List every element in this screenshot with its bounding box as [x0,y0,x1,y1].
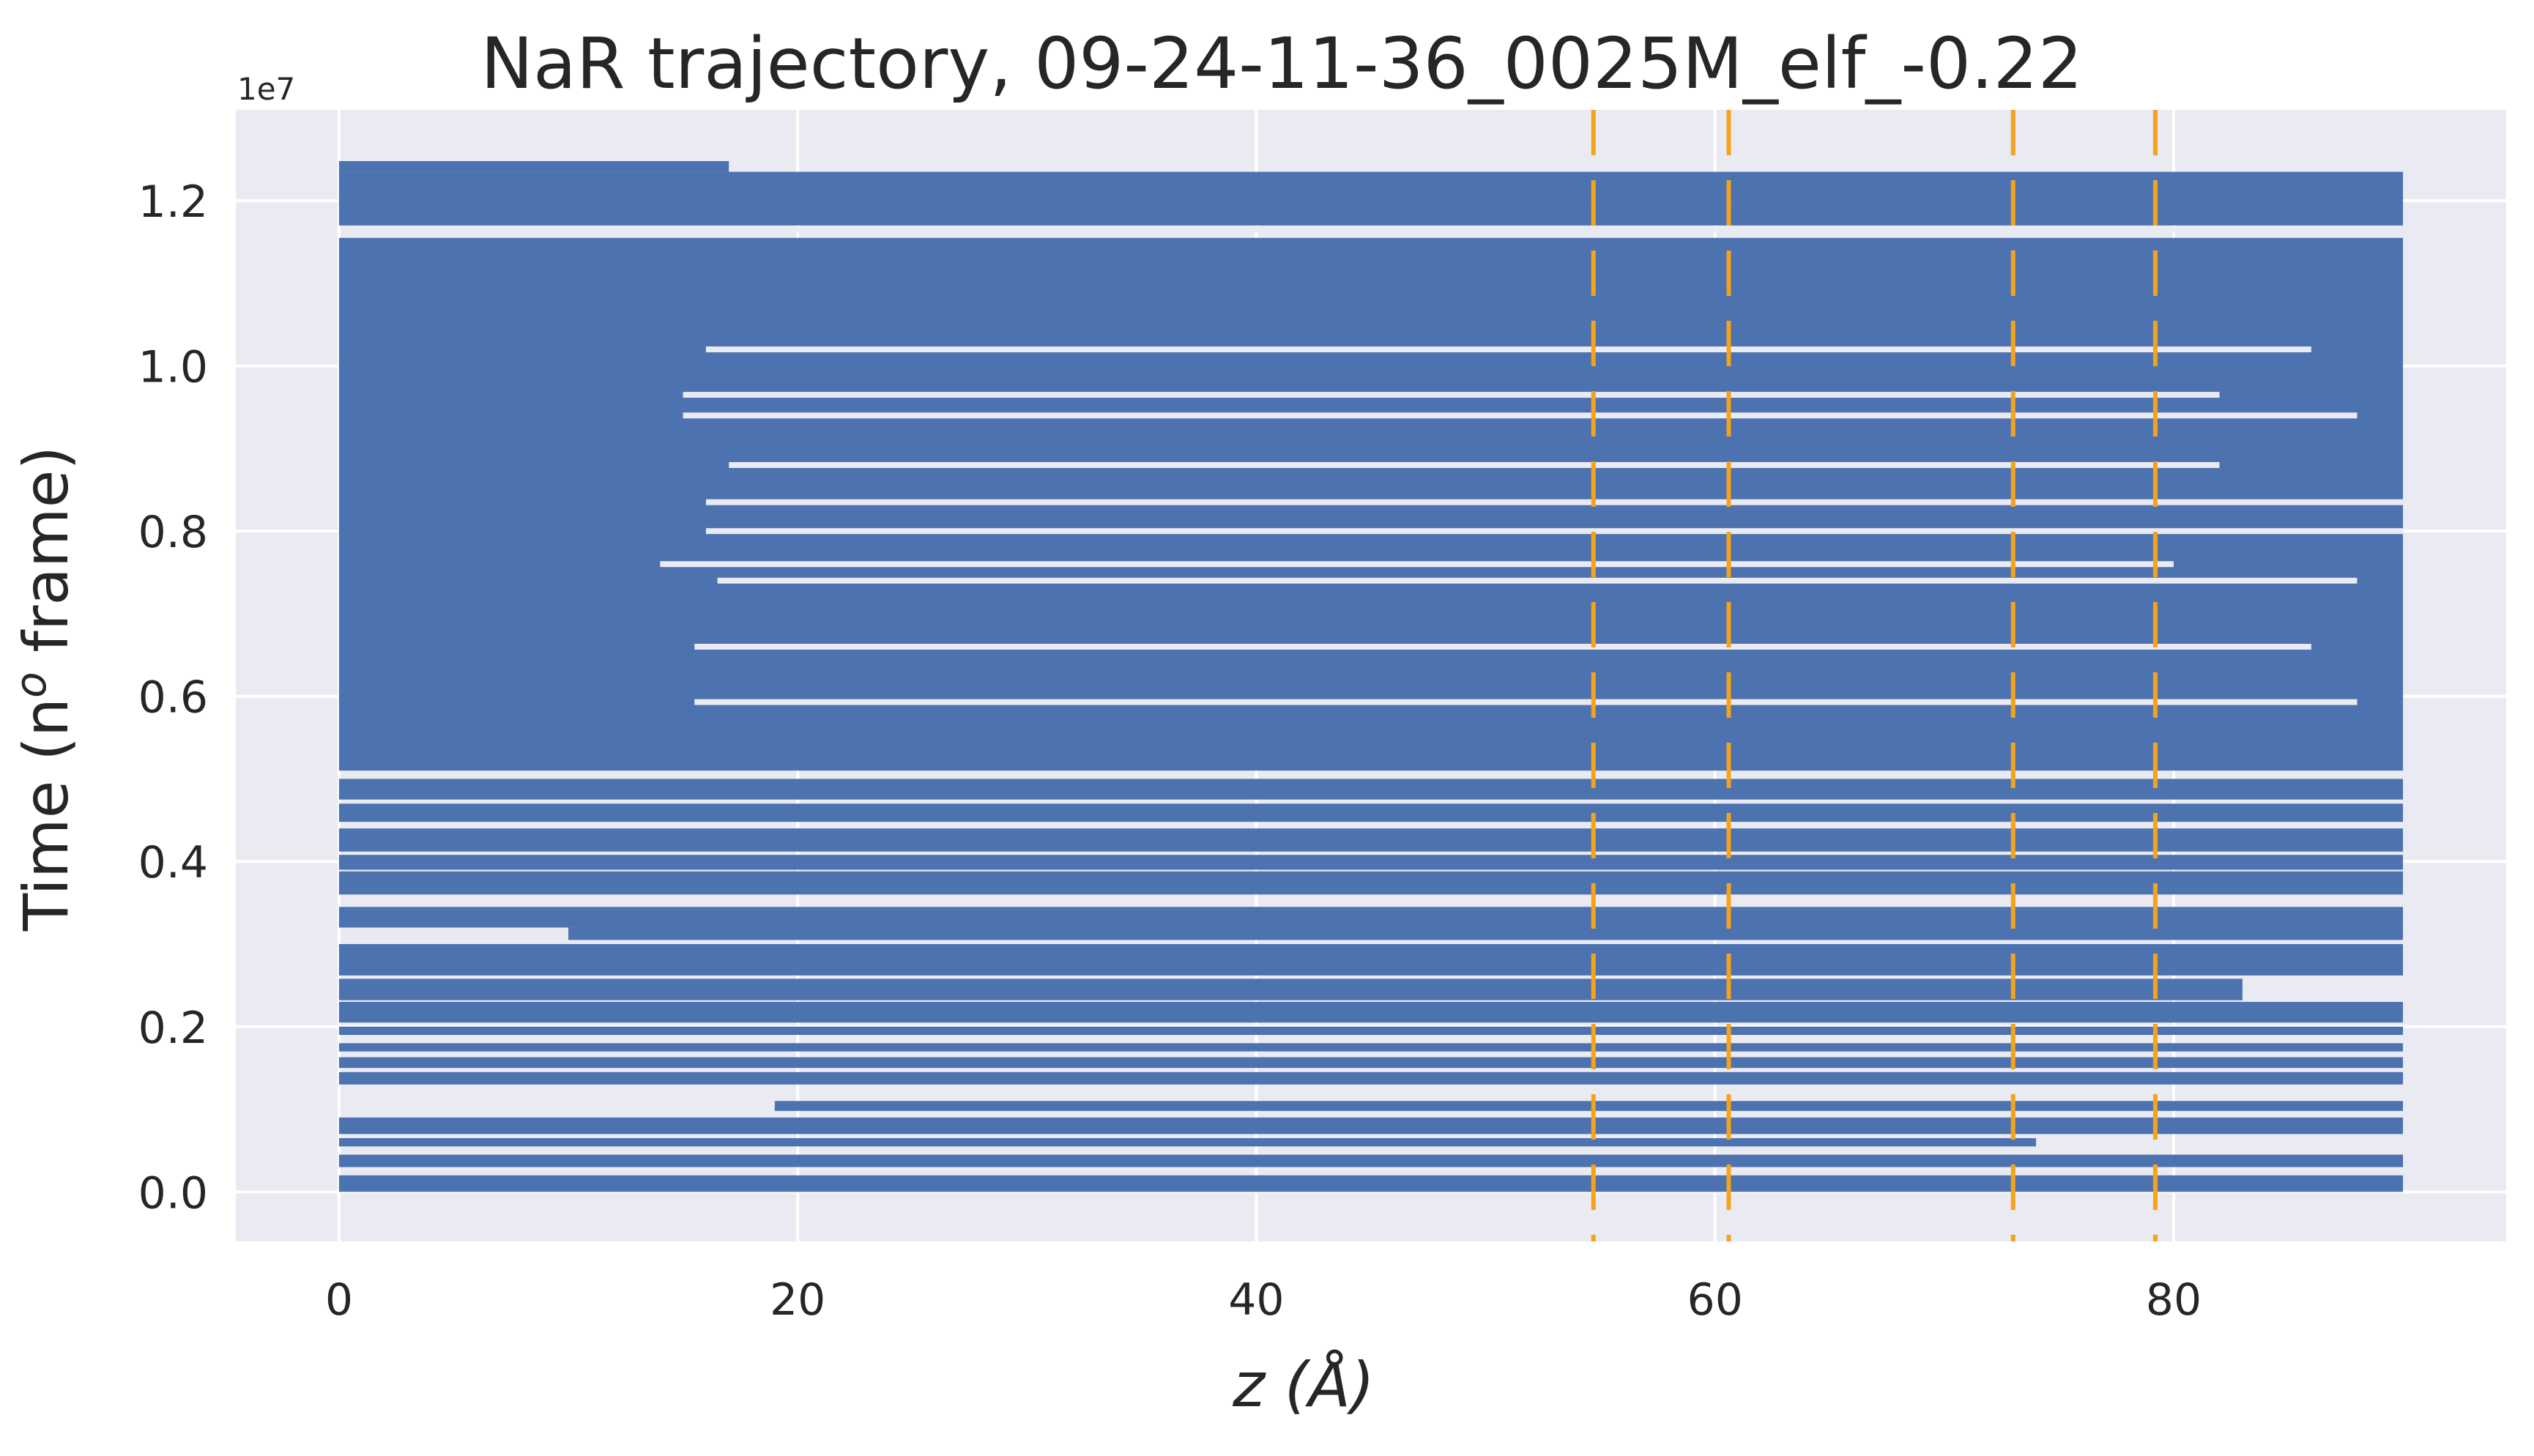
trajectory-band [338,160,729,172]
trajectory-band [338,1043,2404,1052]
trajectory-gap [694,699,2357,705]
trajectory-gap [717,577,2357,584]
trajectory-band [338,201,2404,226]
x-tick-label: 40 [1228,1274,1284,1326]
trajectory-band [338,1117,2404,1134]
trajectory-band [338,1154,2404,1167]
x-tick-label: 20 [770,1274,825,1326]
trajectory-band [338,1071,2404,1085]
trajectory-gap [694,644,2311,650]
trajectory-band [568,927,2404,940]
y-tick-label: 1.0 [138,342,208,393]
x-axis-ticks: 0 20 40 60 80 [325,1274,2202,1326]
trajectory-band [338,1057,2404,1069]
trajectory-gap [683,412,2357,419]
trajectory-band [338,779,2404,800]
x-axis-label: z (Å) [1232,1348,1375,1421]
trajectory-gap [683,392,2220,398]
y-axis-label-superscript: o [6,672,56,698]
x-tick-label: 60 [1687,1274,1743,1326]
trajectory-gap [705,226,2357,233]
y-tick-label: 0.8 [138,507,208,558]
trajectory-gap [705,346,2311,353]
y-tick-label: 0.0 [138,1167,208,1219]
y-axis-label: Time (no frame) [6,446,82,932]
trajectory-band [774,1101,2404,1111]
trajectory-band [338,171,2404,201]
x-tick-label: 0 [325,1274,353,1326]
trajectory-gap [705,528,2404,535]
trajectory-band [338,1001,2404,1023]
trajectory-band [338,871,2404,895]
trajectory-band [338,1138,2037,1147]
trajectory-band [338,1175,2404,1192]
reference-lines [1591,110,2158,1241]
chart-title: NaR trajectory, 09-24-11-36_0025M_elf_-0… [480,23,2083,105]
x-tick-label: 80 [2146,1274,2202,1326]
trajectory-gap [705,499,2404,505]
trajectory-band [338,828,2404,852]
trajectory-band [338,907,2404,928]
y-axis-label-tail: frame) [10,446,82,672]
y-axis-ticks: 0.0 0.2 0.4 0.6 0.8 1.0 1.2 [138,177,208,1219]
y-tick-label: 0.2 [138,1003,208,1054]
trajectory-band [338,1026,2404,1036]
trajectory-series [338,160,2404,1192]
y-offset-label: 1e7 [237,71,295,107]
y-tick-label: 0.4 [138,837,208,888]
trajectory-gap [660,561,2174,568]
y-tick-label: 1.2 [138,177,208,228]
trajectory-band [338,855,2404,870]
trajectory-gap [729,461,2220,468]
y-tick-label: 0.6 [138,672,208,724]
trajectory-band [338,944,2404,976]
trajectory-band [338,803,2404,822]
trajectory-band [338,978,2243,1000]
y-axis-label-main: Time (n [10,698,82,932]
